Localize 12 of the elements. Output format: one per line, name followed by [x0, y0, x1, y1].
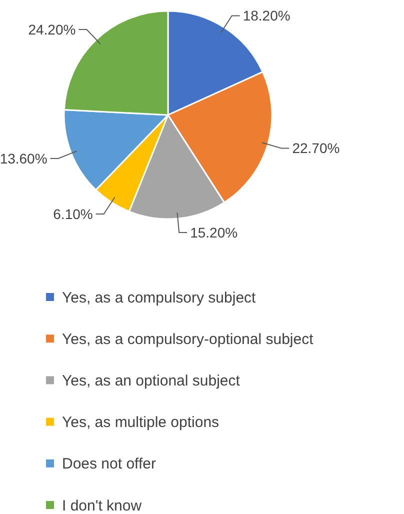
legend-label: Yes, as multiple options [62, 414, 220, 432]
data-label: 15.20% [190, 224, 238, 240]
data-label: 24.20% [28, 21, 76, 38]
data-label: 6.10% [53, 206, 93, 222]
legend-label: Does not offer [62, 456, 156, 473]
legend-label: I don't know [62, 497, 142, 514]
legend-label: Yes, as a compulsory subject [62, 289, 257, 306]
legend-label: Yes, as a compulsory-optional subject [62, 330, 314, 348]
data-label: 22.70% [292, 140, 340, 156]
data-label: 18.20% [242, 8, 290, 24]
legend-label: Yes, as an optional subject [62, 372, 241, 390]
data-label: 13.60% [0, 150, 48, 166]
